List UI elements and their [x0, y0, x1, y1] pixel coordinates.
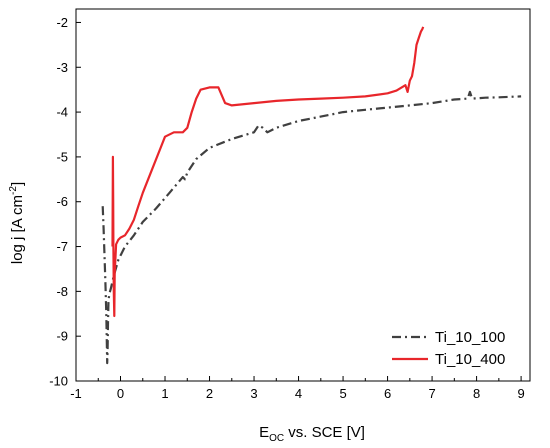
y-tick-label: -5 [56, 149, 68, 164]
series-lines [101, 26, 522, 365]
legend-label-ti-10-100: Ti_10_100 [435, 329, 505, 346]
x-tick-label: 7 [428, 386, 435, 401]
ticks [75, 21, 522, 382]
y-tick-label: -6 [56, 194, 68, 209]
x-tick-label: 2 [206, 386, 213, 401]
x-tick-labels: -1 0 1 2 3 4 5 6 7 8 9 [70, 386, 524, 401]
y-tick-label: -2 [56, 15, 68, 30]
x-tick-label: 0 [117, 386, 124, 401]
x-tick-label: 9 [517, 386, 524, 401]
legend-label-ti-10-400: Ti_10_400 [435, 351, 505, 368]
y-tick-labels: -10 -9 -8 -7 -6 -5 -4 -3 -2 [49, 15, 68, 389]
series-line-ti-10-400 [111, 26, 425, 318]
x-tick-label: 6 [384, 386, 391, 401]
y-tick-label: -10 [49, 374, 68, 389]
series-line-ti-10-100 [101, 90, 522, 365]
x-tick-label: 3 [250, 386, 257, 401]
x-tick-label: 8 [473, 386, 480, 401]
y-axis-label: log j [A cm-2] [8, 182, 26, 264]
x-axis-label: EOC vs. SCE [V] [259, 424, 365, 444]
plot-frame [75, 8, 531, 382]
x-tick-label: 4 [295, 386, 302, 401]
y-tick-label: -3 [56, 60, 68, 75]
y-tick-label: -9 [56, 329, 68, 344]
y-tick-label: -4 [56, 105, 68, 120]
y-tick-label: -8 [56, 284, 68, 299]
x-tick-label: -1 [70, 386, 82, 401]
x-tick-label: 1 [161, 386, 168, 401]
legend: Ti_10_100 Ti_10_400 [392, 329, 505, 368]
x-tick-label: 5 [339, 386, 346, 401]
y-tick-label: -7 [56, 239, 68, 254]
